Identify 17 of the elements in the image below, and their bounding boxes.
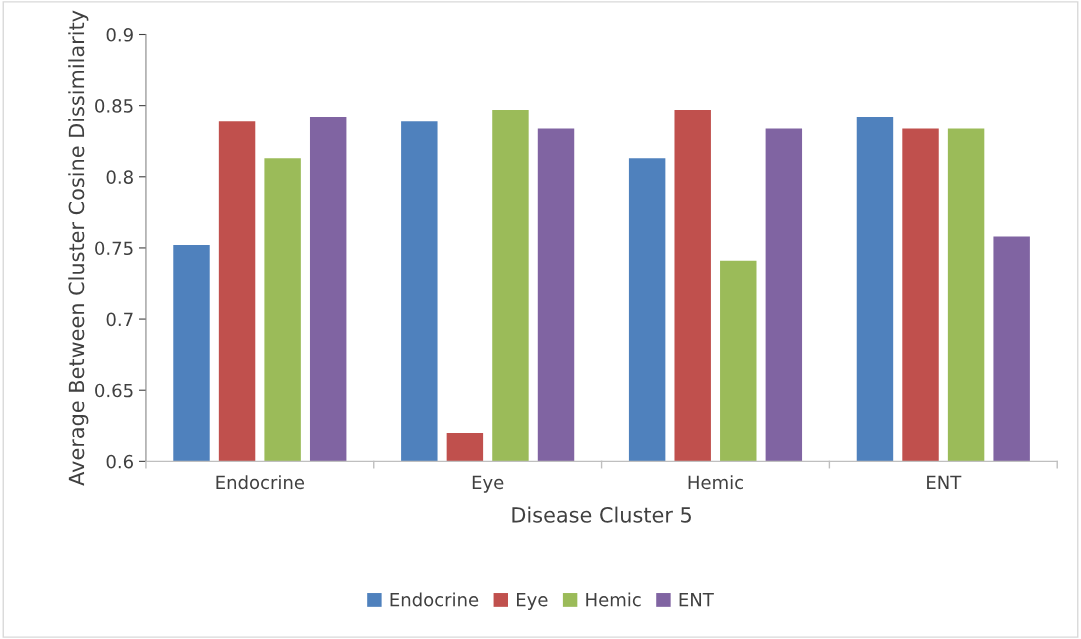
y-tick-label: 0.7: [106, 312, 133, 327]
x-tick-label: Hemic: [688, 475, 743, 490]
legend-label: Eye: [517, 593, 548, 610]
y-axis-title: Average Between Cluster Cosine Dissimilarity: [68, 10, 89, 486]
y-tick-label: 0.85: [95, 99, 133, 113]
y-tick-label: 0.65: [95, 383, 133, 398]
x-axis-title: Disease Cluster 5: [512, 506, 691, 523]
y-tick-label: 0.75: [95, 241, 133, 256]
x-tick-label: ENT: [927, 475, 962, 489]
legend-label: ENT: [679, 593, 714, 607]
y-tick-label: 0.8: [106, 170, 133, 184]
y-tick-label: 0.6: [106, 454, 133, 469]
legend-label: Hemic: [586, 592, 641, 607]
x-tick-label: Eye: [472, 475, 504, 493]
x-tick-label: Endocrine: [216, 475, 305, 490]
y-tick-label: 0.9: [106, 27, 133, 42]
legend-label: Endocrine: [390, 592, 479, 607]
